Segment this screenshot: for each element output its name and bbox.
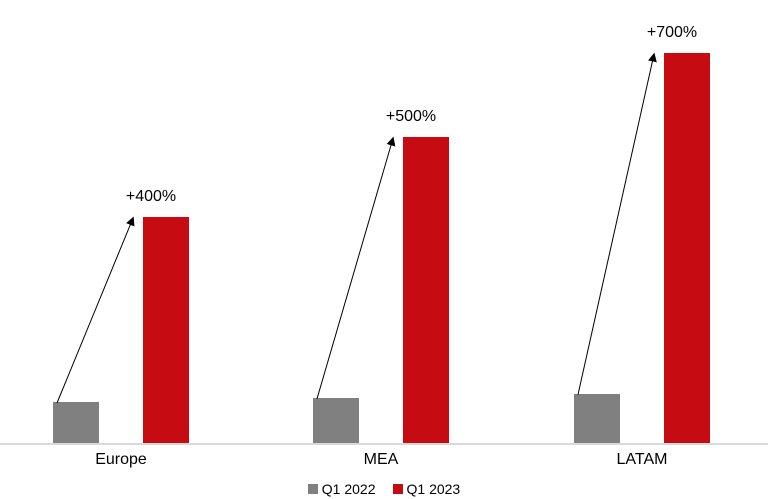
bar-pair [53, 217, 189, 444]
growth-annotation-europe: +400% [125, 188, 177, 206]
bar-group-europe: +400% Europe [53, 0, 189, 468]
category-label-mea: MEA [363, 451, 399, 468]
legend-swatch-q1-2022-icon [307, 484, 318, 494]
bar-q1-2022-mea [313, 397, 359, 444]
bar-group-mea: +500% MEA [313, 0, 449, 468]
growth-annotation-latam: +700% [646, 24, 698, 42]
growth-annotation-mea: +500% [385, 108, 437, 126]
category-label-latam: LATAM [616, 451, 668, 468]
legend: Q1 2022 Q1 2023 [0, 481, 768, 497]
legend-item-q1-2023: Q1 2023 [392, 481, 461, 497]
bar-q1-2022-europe [53, 402, 99, 444]
bar-q1-2022-latam [574, 393, 620, 444]
bar-q1-2023-europe [143, 217, 189, 444]
category-label-europe: Europe [95, 451, 147, 468]
x-axis-line [0, 443, 768, 445]
legend-swatch-q1-2023-icon [392, 484, 403, 494]
bar-q1-2023-latam [664, 53, 710, 444]
legend-label-q1-2023: Q1 2023 [406, 481, 461, 497]
bar-pair [313, 137, 449, 444]
legend-item-q1-2022: Q1 2022 [307, 481, 376, 497]
bar-q1-2023-mea [403, 137, 449, 444]
legend-label-q1-2022: Q1 2022 [321, 481, 376, 497]
plot-area: +400% Europe +500% MEA +700% LATAM [53, 0, 710, 468]
bar-group-latam: +700% LATAM [574, 0, 710, 468]
bar-pair [574, 53, 710, 444]
